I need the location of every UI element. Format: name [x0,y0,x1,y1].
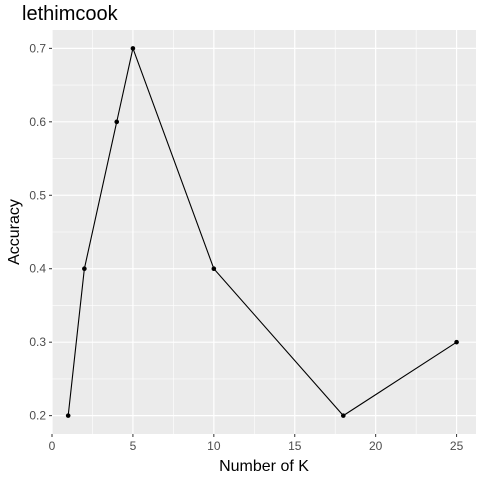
x-tick-label: 15 [288,439,302,453]
x-axis-title: Number of K [219,458,309,475]
y-axis-ticks: 0.2 0.3 0.4 0.5 0.6 0.7 [29,41,52,423]
data-point [114,119,120,125]
chart-title: lethimcook [22,3,119,25]
series-points-group [65,46,459,418]
data-point [211,266,217,272]
data-point [65,413,71,418]
y-axis-title: Accuracy [6,199,23,265]
x-tick-label: 10 [207,439,221,453]
x-tick-label: 5 [130,439,137,453]
x-tick-label: 25 [450,439,464,453]
y-tick-label: 0.4 [29,262,46,276]
grid-minor [52,30,476,434]
x-tick-label: 0 [49,439,56,453]
data-point [340,413,346,418]
data-point [454,339,459,345]
data-point [130,46,136,51]
y-tick-label: 0.6 [29,115,46,129]
x-axis-ticks: 0 5 10 15 20 25 [49,434,464,453]
grid-major [51,30,476,434]
y-tick-label: 0.7 [29,41,46,55]
y-tick-label: 0.5 [29,188,46,202]
data-point [82,266,87,272]
x-tick-label: 20 [369,439,383,453]
y-tick-label: 0.3 [29,335,46,349]
y-tick-label: 0.2 [29,409,46,423]
